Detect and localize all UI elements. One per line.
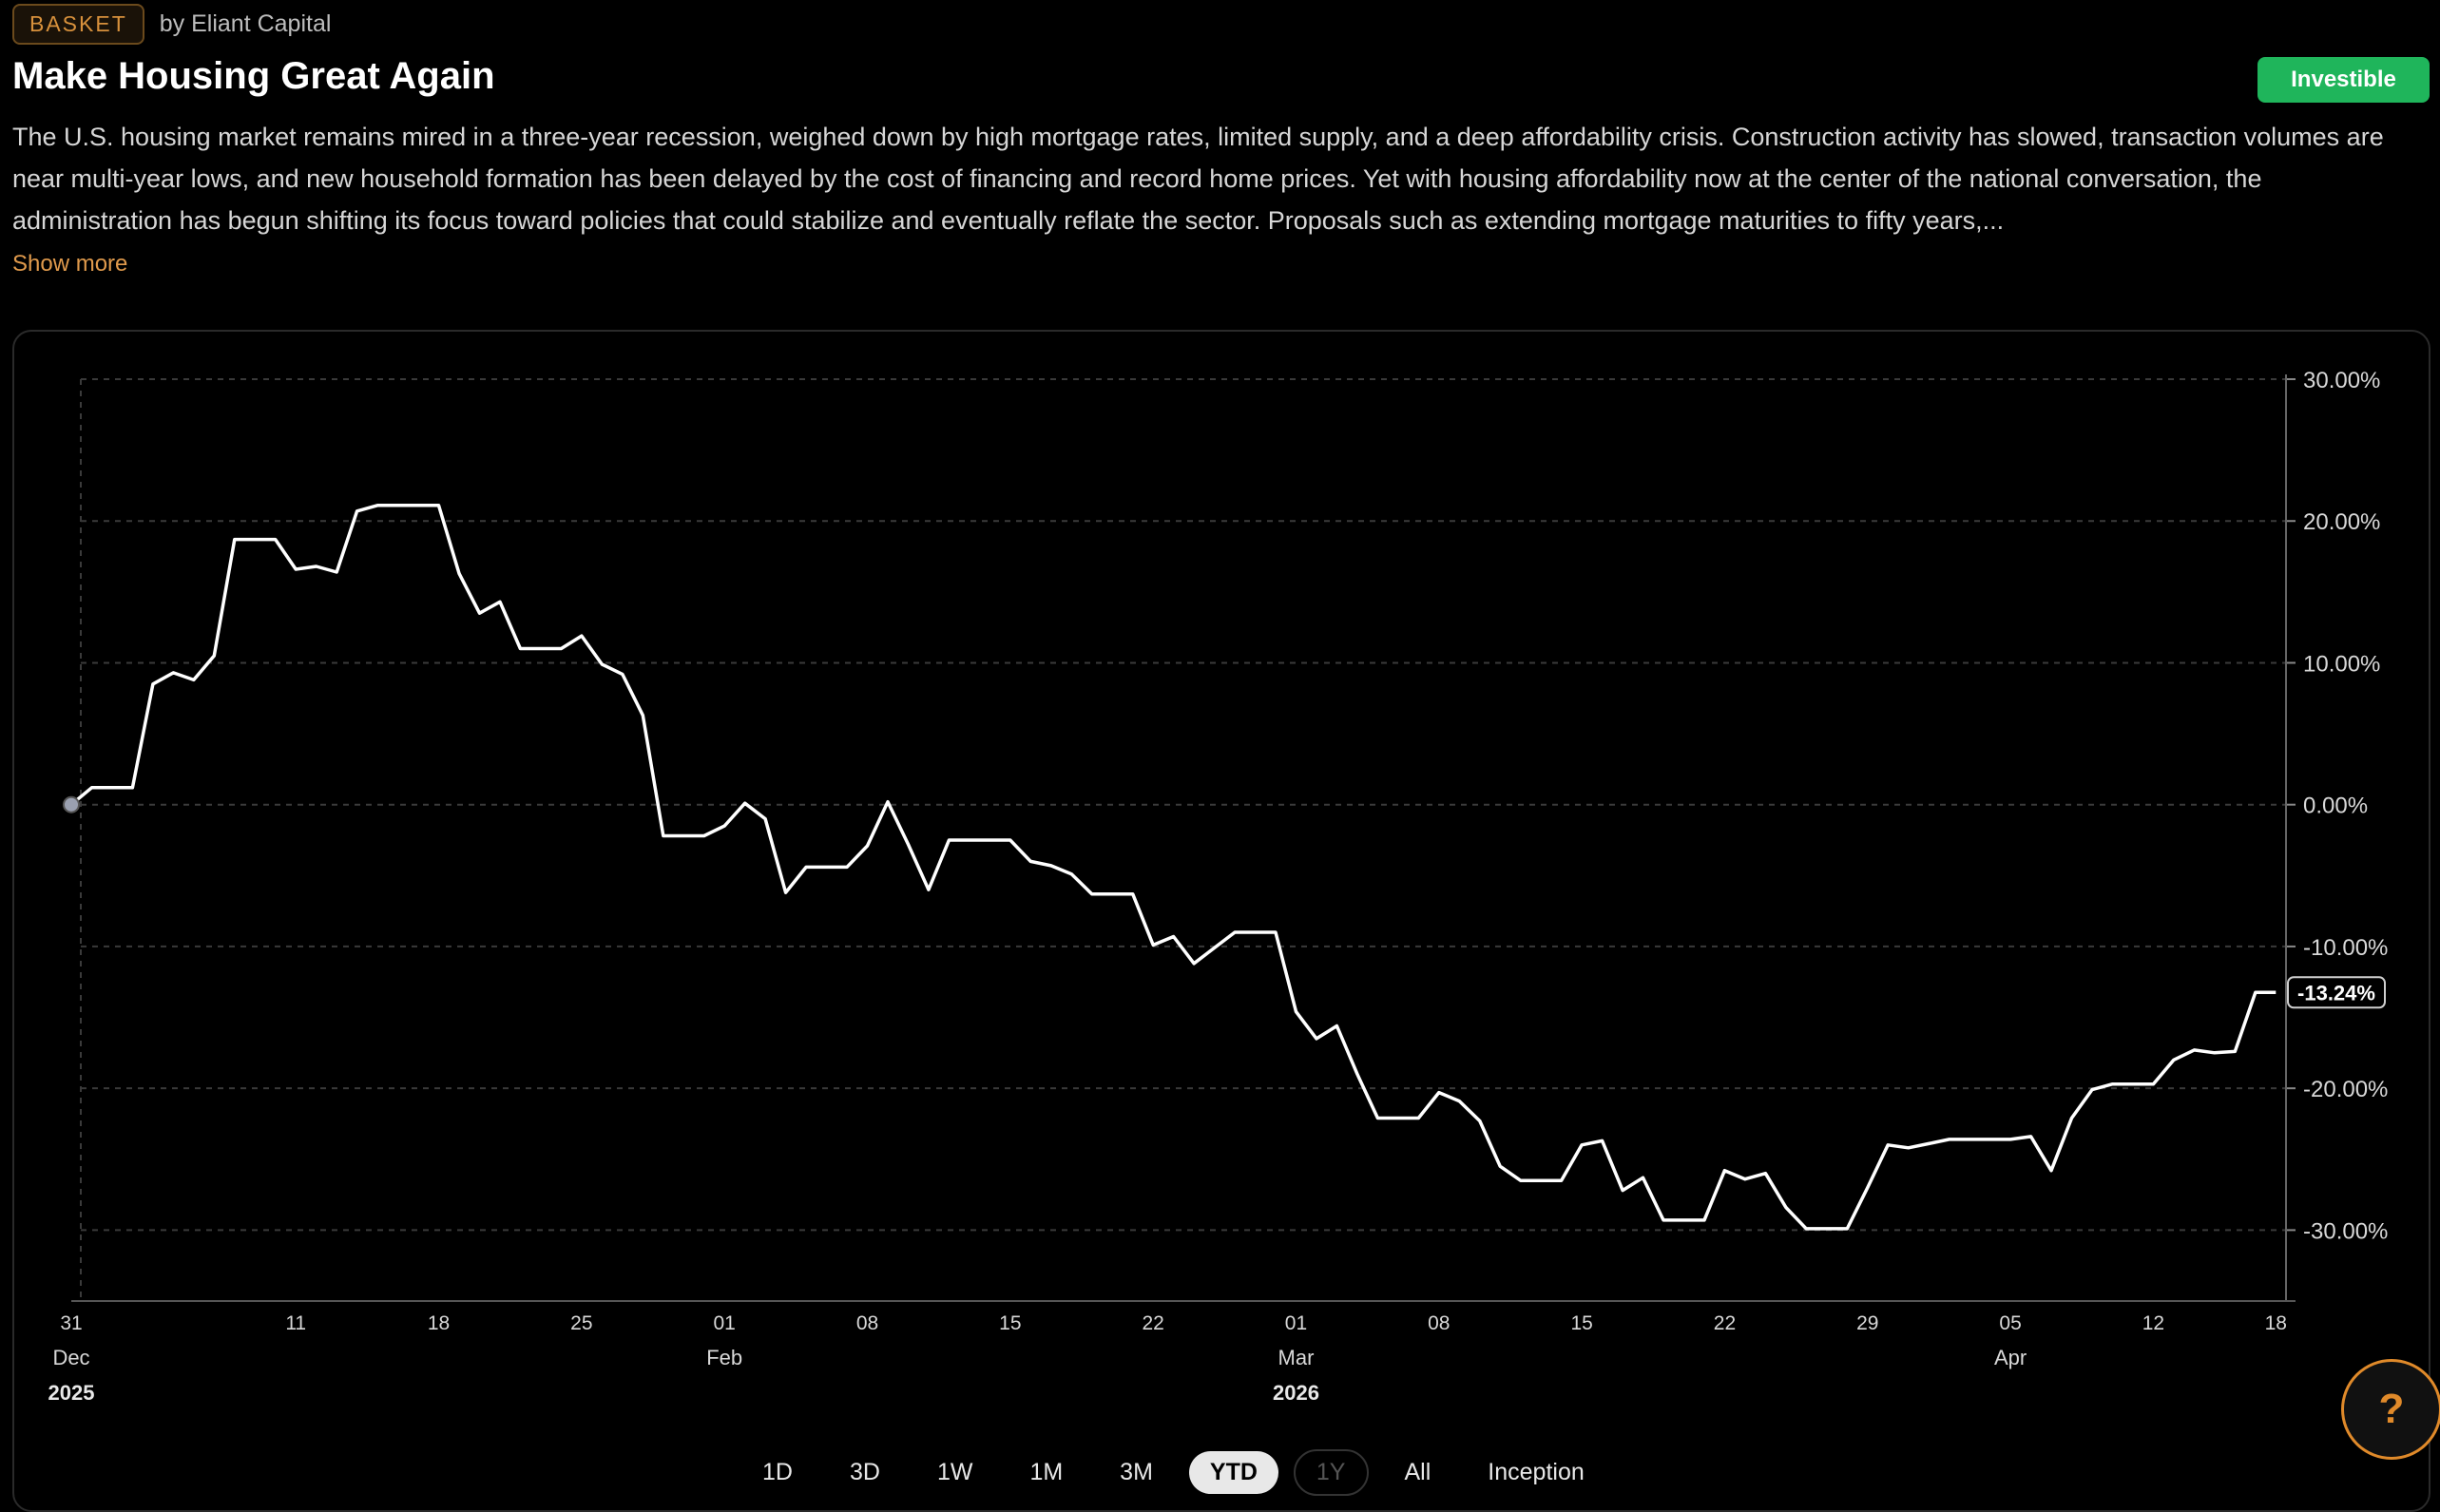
- range-option-1w[interactable]: 1W: [916, 1451, 994, 1494]
- current-value-label: -13.24%: [2297, 981, 2375, 1005]
- x-tick-day: 31: [60, 1312, 82, 1334]
- y-tick-label: -20.00%: [2303, 1077, 2388, 1102]
- current-value-badge: [2287, 976, 2386, 1009]
- header-meta: BASKET by Eliant Capital: [12, 4, 331, 45]
- y-tick-label: -10.00%: [2303, 935, 2388, 961]
- range-option-3d[interactable]: 3D: [829, 1451, 901, 1494]
- x-tick-month: Mar: [1278, 1346, 1315, 1369]
- x-tick-day: 18: [2265, 1312, 2287, 1334]
- start-point-marker: [63, 795, 80, 813]
- range-option-3m[interactable]: 3M: [1099, 1451, 1174, 1494]
- range-option-1m[interactable]: 1M: [1009, 1451, 1084, 1494]
- x-tick-day: 08: [856, 1312, 878, 1334]
- time-range-selector: 1D 3D 1W 1M 3M YTD 1Y All Inception: [741, 1449, 1621, 1496]
- x-tick-day: 08: [1428, 1312, 1450, 1334]
- x-tick-year: 2026: [1273, 1381, 1319, 1405]
- x-tick-day: 15: [1570, 1312, 1592, 1334]
- performance-chart[interactable]: 30.00% 20.00% 10.00% 0.00% -10.00% -20.00% -30…: [14, 332, 2429, 1510]
- range-option-inception[interactable]: Inception: [1467, 1451, 1604, 1494]
- x-tick-month: Apr: [1994, 1346, 2027, 1369]
- basket-tag: BASKET: [12, 4, 144, 45]
- x-tick-day: 01: [1285, 1312, 1307, 1334]
- x-tick-day: 11: [285, 1312, 306, 1334]
- range-option-1d[interactable]: 1D: [741, 1451, 814, 1494]
- basket-description: The U.S. housing market remains mired in…: [12, 123, 2384, 235]
- x-tick-day: 22: [1714, 1312, 1736, 1334]
- x-tick-year: 2025: [48, 1381, 95, 1405]
- y-tick-label: -30.00%: [2303, 1218, 2388, 1244]
- performance-chart-card: 30.00% 20.00% 10.00% 0.00% -10.00% -20.00% -30…: [12, 330, 2430, 1512]
- investible-button[interactable]: Investible: [2257, 57, 2430, 103]
- x-tick-month: Dec: [52, 1346, 89, 1369]
- x-tick-day: 15: [999, 1312, 1021, 1334]
- x-tick-day: 18: [428, 1312, 450, 1334]
- show-more-link[interactable]: Show more: [12, 251, 128, 277]
- x-tick-day: 22: [1142, 1312, 1163, 1334]
- question-mark-icon: ?: [2378, 1386, 2405, 1432]
- range-option-1y: 1Y: [1293, 1449, 1369, 1496]
- page-title: Make Housing Great Again: [12, 55, 495, 97]
- creator-byline[interactable]: by Eliant Capital: [159, 10, 332, 37]
- y-tick-label: 30.00%: [2303, 368, 2380, 393]
- y-tick-label: 10.00%: [2303, 651, 2380, 677]
- range-option-ytd[interactable]: YTD: [1188, 1451, 1278, 1494]
- series-line: [69, 504, 2277, 1231]
- x-tick-day: 12: [2142, 1312, 2164, 1334]
- y-tick-label: 20.00%: [2303, 509, 2380, 535]
- x-tick-day: 05: [1999, 1312, 2021, 1334]
- x-tick-month: Feb: [706, 1346, 742, 1369]
- range-option-all[interactable]: All: [1384, 1451, 1452, 1494]
- help-button[interactable]: ?: [2341, 1359, 2440, 1460]
- y-tick-label: 0.00%: [2303, 794, 2368, 819]
- x-tick-day: 01: [714, 1312, 736, 1334]
- x-tick-day: 25: [570, 1312, 592, 1334]
- x-tick-day: 29: [1856, 1312, 1878, 1334]
